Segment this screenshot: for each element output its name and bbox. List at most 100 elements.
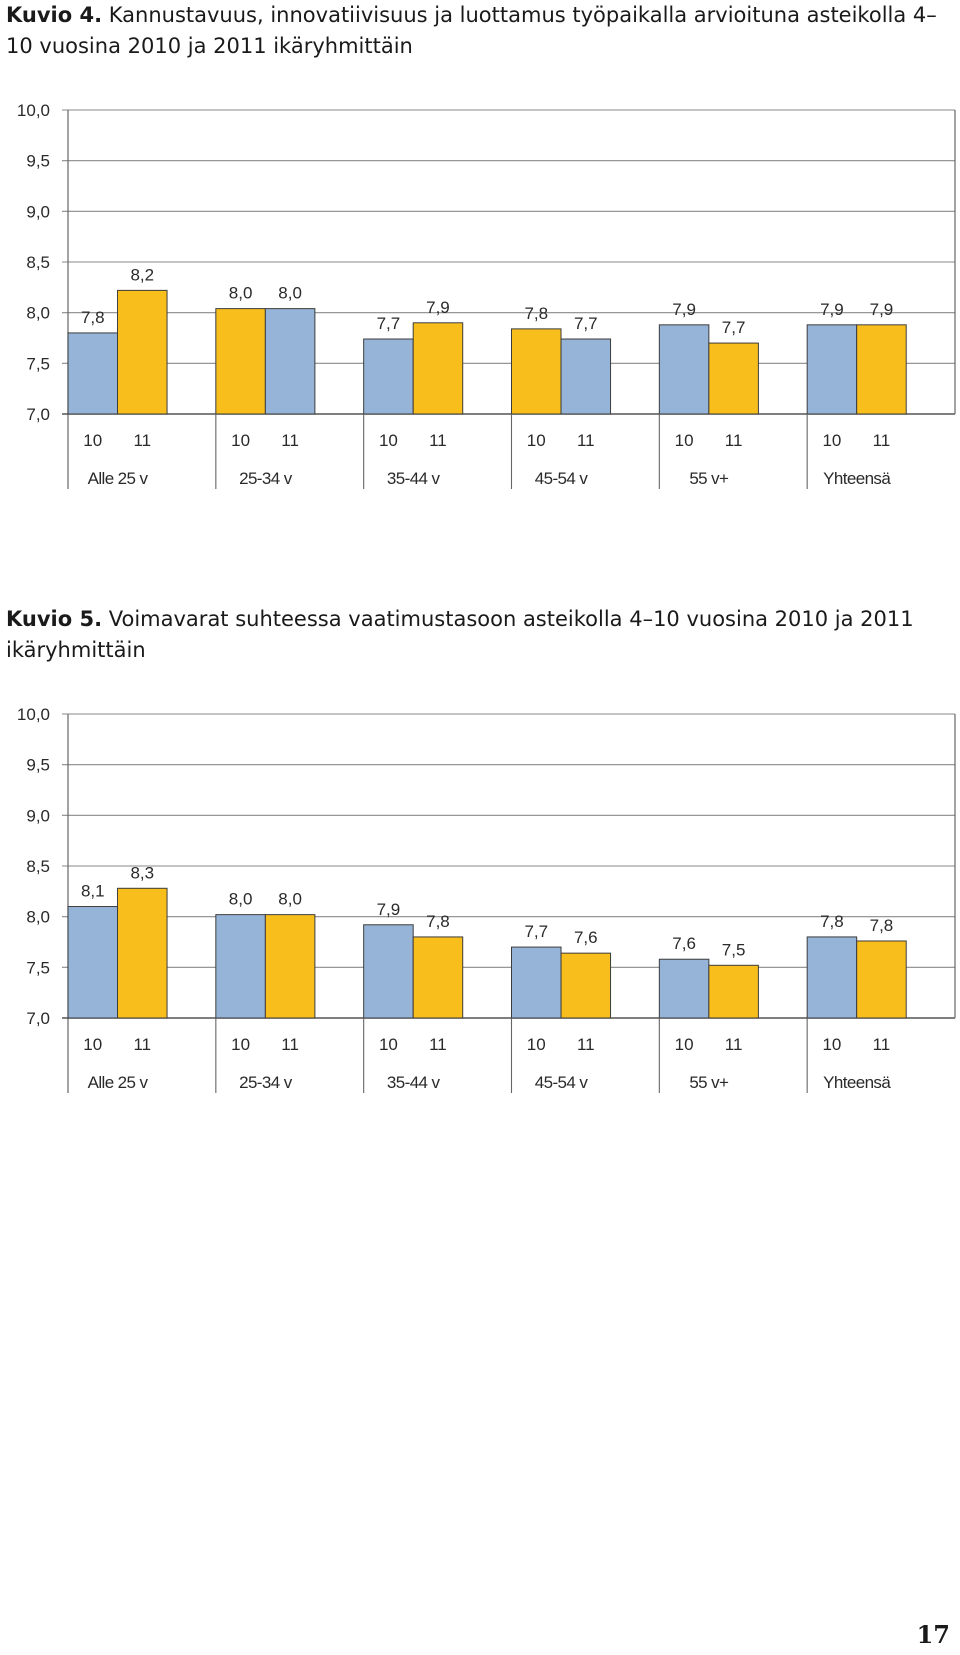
- y-tick-label: 8,0: [26, 304, 50, 323]
- data-label: 7,6: [574, 928, 598, 947]
- data-label: 7,6: [672, 934, 696, 953]
- category-label: Yhteensä: [823, 1073, 891, 1092]
- year-label: 11: [725, 1035, 743, 1054]
- category-label: 55 v+: [689, 1073, 729, 1092]
- year-label: 10: [379, 1035, 398, 1054]
- bar: [412, 936, 464, 1019]
- year-label: 10: [83, 431, 102, 450]
- category-label: 45-54 v: [535, 469, 589, 488]
- data-label: 8,0: [229, 890, 253, 909]
- figure-4-title-text: Kannustavuus, innovatiivisuus ja luottam…: [6, 3, 937, 58]
- year-label: 10: [379, 431, 398, 450]
- y-tick-label: 10,0: [17, 101, 50, 120]
- bar: [412, 322, 464, 415]
- bar: [708, 964, 759, 1019]
- bar: [560, 338, 612, 415]
- category-label: 35-44 v: [387, 1073, 441, 1092]
- bar: [658, 958, 710, 1019]
- y-tick-label: 8,5: [26, 253, 50, 272]
- year-label: 11: [133, 431, 151, 450]
- y-tick-label: 9,5: [26, 756, 50, 775]
- data-label: 7,7: [574, 314, 598, 333]
- data-label: 8,3: [130, 863, 154, 882]
- figure-5-chart: 10,0 9,5 9,0 8,5 8,0 7,5 7,0 8,1 10 8,3 11 Alle 25 …: [17, 705, 956, 1093]
- data-label: 7,8: [870, 916, 894, 935]
- category-label: 25-34 v: [239, 469, 293, 488]
- bar: [806, 936, 858, 1019]
- category-label: Yhteensä: [823, 469, 891, 488]
- bar: [856, 324, 907, 415]
- bar: [215, 308, 266, 415]
- year-label: 10: [83, 1035, 102, 1054]
- year-label: 10: [675, 431, 694, 450]
- data-label: 7,8: [81, 308, 105, 327]
- year-label: 10: [527, 1035, 546, 1054]
- page-number: 17: [916, 1620, 950, 1649]
- year-label: 11: [873, 431, 891, 450]
- data-label: 7,7: [722, 318, 746, 337]
- y-tick-label: 8,5: [26, 857, 50, 876]
- y-tick-label: 7,5: [26, 958, 50, 977]
- year-label: 10: [231, 1035, 250, 1054]
- year-label: 10: [231, 431, 250, 450]
- data-label: 7,9: [426, 298, 450, 317]
- data-label: 7,8: [426, 912, 450, 931]
- data-label: 8,0: [278, 284, 302, 303]
- figure-5-title: Kuvio 5. Voimavarat suhteessa vaatimusta…: [6, 604, 951, 666]
- bar: [117, 289, 168, 415]
- year-label: 10: [822, 431, 841, 450]
- bar: [67, 332, 119, 415]
- category-label: Alle 25 v: [88, 469, 149, 488]
- bar: [560, 952, 612, 1019]
- y-tick-label: 7,0: [26, 1009, 50, 1028]
- category-label: 35-44 v: [387, 469, 441, 488]
- bar: [856, 940, 907, 1019]
- year-label: 11: [577, 1035, 595, 1054]
- bar: [511, 328, 562, 415]
- y-tick-label: 7,0: [26, 405, 50, 424]
- bar: [215, 914, 266, 1019]
- y-tick-label: 8,0: [26, 908, 50, 927]
- bar: [708, 342, 759, 415]
- category-label: 45-54 v: [535, 1073, 589, 1092]
- year-label: 11: [281, 431, 299, 450]
- data-label: 8,2: [130, 265, 154, 284]
- y-tick-label: 7,5: [26, 354, 50, 373]
- y-tick-label: 9,0: [26, 806, 50, 825]
- data-label: 7,7: [524, 922, 548, 941]
- year-label: 11: [873, 1035, 891, 1054]
- year-label: 11: [429, 1035, 447, 1054]
- year-label: 11: [133, 1035, 151, 1054]
- data-label: 8,0: [278, 890, 302, 909]
- y-tick-label: 10,0: [17, 705, 50, 724]
- bar: [264, 308, 316, 415]
- data-label: 7,9: [870, 300, 894, 319]
- data-label: 7,9: [377, 900, 401, 919]
- year-label: 11: [577, 431, 595, 450]
- data-label: 7,9: [672, 300, 696, 319]
- bar: [363, 338, 414, 415]
- category-label: 25-34 v: [239, 1073, 293, 1092]
- figure-5-title-text: Voimavarat suhteessa vaatimustasoon aste…: [6, 607, 914, 662]
- year-label: 10: [527, 431, 546, 450]
- data-label: 8,0: [229, 284, 253, 303]
- bar: [264, 914, 316, 1019]
- year-label: 11: [281, 1035, 299, 1054]
- bar: [67, 906, 119, 1019]
- y-tick-label: 9,5: [26, 152, 50, 171]
- year-label: 10: [822, 1035, 841, 1054]
- data-label: 8,1: [81, 882, 105, 901]
- data-label: 7,7: [377, 314, 401, 333]
- year-label: 11: [429, 431, 447, 450]
- figure-4-title: Kuvio 4. Kannustavuus, innovatiivisuus j…: [6, 0, 951, 62]
- data-label: 7,8: [820, 912, 844, 931]
- bar: [117, 887, 168, 1019]
- bar: [511, 946, 562, 1019]
- y-tick-label: 9,0: [26, 202, 50, 221]
- figure-4-lead: Kuvio 4.: [6, 3, 103, 27]
- category-label: 55 v+: [689, 469, 729, 488]
- bar: [806, 324, 858, 415]
- data-label: 7,9: [820, 300, 844, 319]
- data-label: 7,8: [524, 304, 548, 323]
- bar: [363, 924, 414, 1019]
